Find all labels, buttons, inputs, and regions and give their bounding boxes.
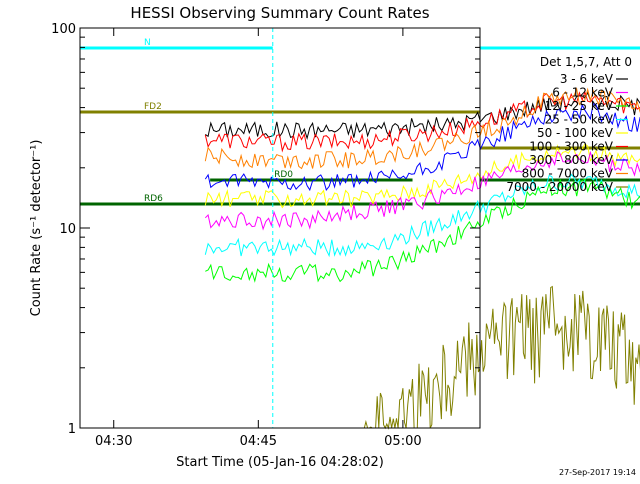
series-line [204, 103, 640, 192]
legend-entry-label: 25 - 50 keV [545, 113, 614, 127]
y-tick-label: 100 [51, 22, 76, 37]
series-layer [204, 87, 640, 430]
series-line [204, 150, 640, 231]
legend-entry-label: 12 - 25 keV [545, 99, 614, 113]
series-line [204, 143, 640, 209]
plot-frame [79, 27, 481, 429]
series-line [205, 91, 640, 141]
legend-entry-label: 50 - 100 keV [537, 126, 614, 140]
legend-entry-label: 6 - 12 keV [552, 86, 614, 100]
legend-entry-label: 100 - 300 keV [529, 140, 613, 154]
flag-label: FD2 [144, 102, 162, 112]
y-tick-label: 10 [59, 222, 76, 237]
chart-title: HESSI Observing Summary Count Rates [130, 4, 429, 22]
flag-layer: NFD2FD3RD0RD6 [80, 38, 640, 206]
x-axis-label: Start Time (05-Jan-16 04:28:02) [176, 455, 384, 470]
legend-entry-label: 7000 - 20000 keV [506, 180, 613, 194]
series-line [204, 173, 640, 258]
y-axis-label: Count Rate (s⁻¹ detector⁻¹) [29, 140, 44, 317]
timestamp-footer: 27-Sep-2017 19:14 [559, 468, 636, 477]
legend-entry-label: 800 - 7000 keV [522, 167, 614, 181]
x-axis: 04:30 04:45 05:00 [95, 28, 422, 449]
y-axis: 1 10 100 [51, 22, 480, 437]
flag-label: RD6 [144, 194, 163, 204]
flag-label: N [144, 38, 151, 48]
legend-header: Det 1,5,7, Att 0 [540, 55, 632, 69]
x-tick-label: 04:30 [95, 434, 132, 449]
series-line [205, 178, 640, 283]
x-tick-label: 05:00 [384, 434, 421, 449]
series-line [204, 87, 640, 170]
series-line [363, 285, 640, 430]
legend-entry-label: 3 - 6 keV [560, 72, 614, 86]
legend-entry-label: 300 - 800 keV [529, 153, 613, 167]
vline-layer [272, 28, 274, 428]
flag-label: RD0 [274, 170, 293, 180]
x-tick-label: 04:45 [240, 434, 277, 449]
y-tick-label: 1 [68, 422, 76, 437]
